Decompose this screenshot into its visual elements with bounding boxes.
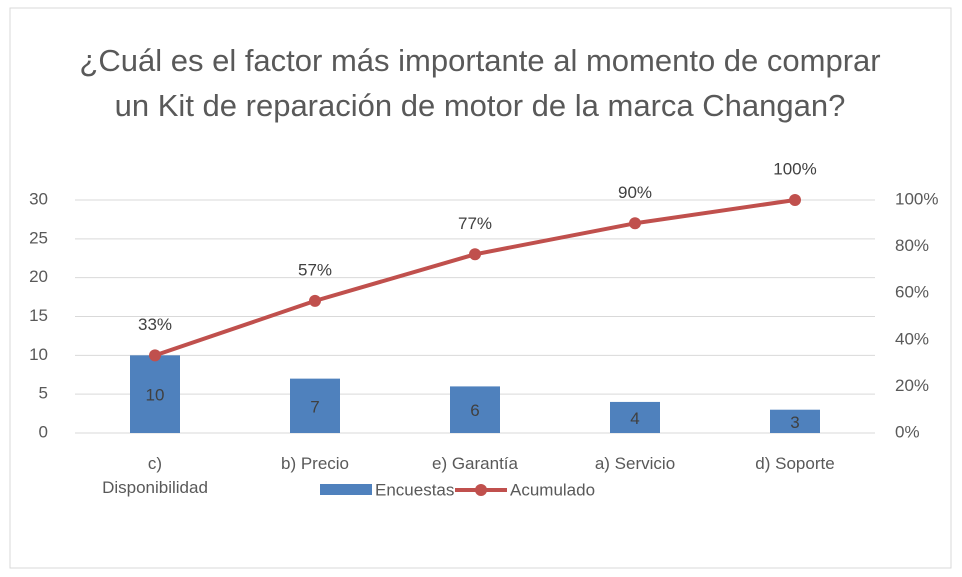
data-label: 33% [138, 315, 172, 334]
data-label: 57% [298, 260, 332, 279]
y-tick-label: 20 [29, 267, 48, 286]
chart-title: ¿Cuál es el factor más importante al mom… [79, 43, 881, 123]
y2-tick-label: 20% [895, 376, 929, 395]
y-tick-label: 10 [29, 345, 48, 364]
data-label: 77% [458, 214, 492, 233]
y2-tick-label: 80% [895, 236, 929, 255]
line-marker [629, 217, 641, 230]
data-label: 4 [630, 409, 639, 428]
bar [610, 401, 660, 433]
y-tick-label: 0 [39, 422, 48, 441]
line-marker [789, 194, 801, 206]
y2-tick-label: 40% [895, 329, 929, 348]
y-tick-label: 30 [29, 189, 48, 208]
legend-label: Encuestas [375, 480, 454, 499]
legend-swatch [320, 484, 372, 495]
data-label: 100% [773, 159, 816, 178]
chart-frame [9, 7, 952, 569]
legend-label: Acumulado [510, 480, 595, 499]
y-tick-label: 5 [39, 384, 48, 403]
bar [770, 409, 820, 433]
legend-swatch [475, 484, 487, 496]
x-tick-label: c) Disponibilidad [102, 454, 208, 497]
y2-tick-label: 60% [895, 283, 929, 302]
line-marker [469, 248, 481, 261]
y-tick-label: 25 [29, 228, 48, 247]
x-tick-label: b) Precio [280, 454, 350, 473]
y2-tick-label: 100% [895, 189, 938, 208]
bar [450, 386, 500, 433]
data-label: 7 [310, 397, 319, 416]
bar [130, 355, 180, 433]
line-marker [309, 294, 321, 307]
line-marker [149, 349, 161, 362]
data-label: 3 [790, 413, 799, 432]
x-tick-label: a) Servicio [594, 454, 676, 473]
x-tick-label: e) Garantía [432, 454, 518, 473]
x-tick-label: d) Soporte [755, 454, 835, 473]
data-label: 6 [470, 401, 479, 420]
data-label: 90% [618, 183, 652, 202]
y2-tick-label: 0% [895, 422, 920, 441]
bar [290, 378, 340, 433]
y-tick-label: 15 [29, 306, 48, 325]
data-label: 10 [146, 386, 165, 405]
